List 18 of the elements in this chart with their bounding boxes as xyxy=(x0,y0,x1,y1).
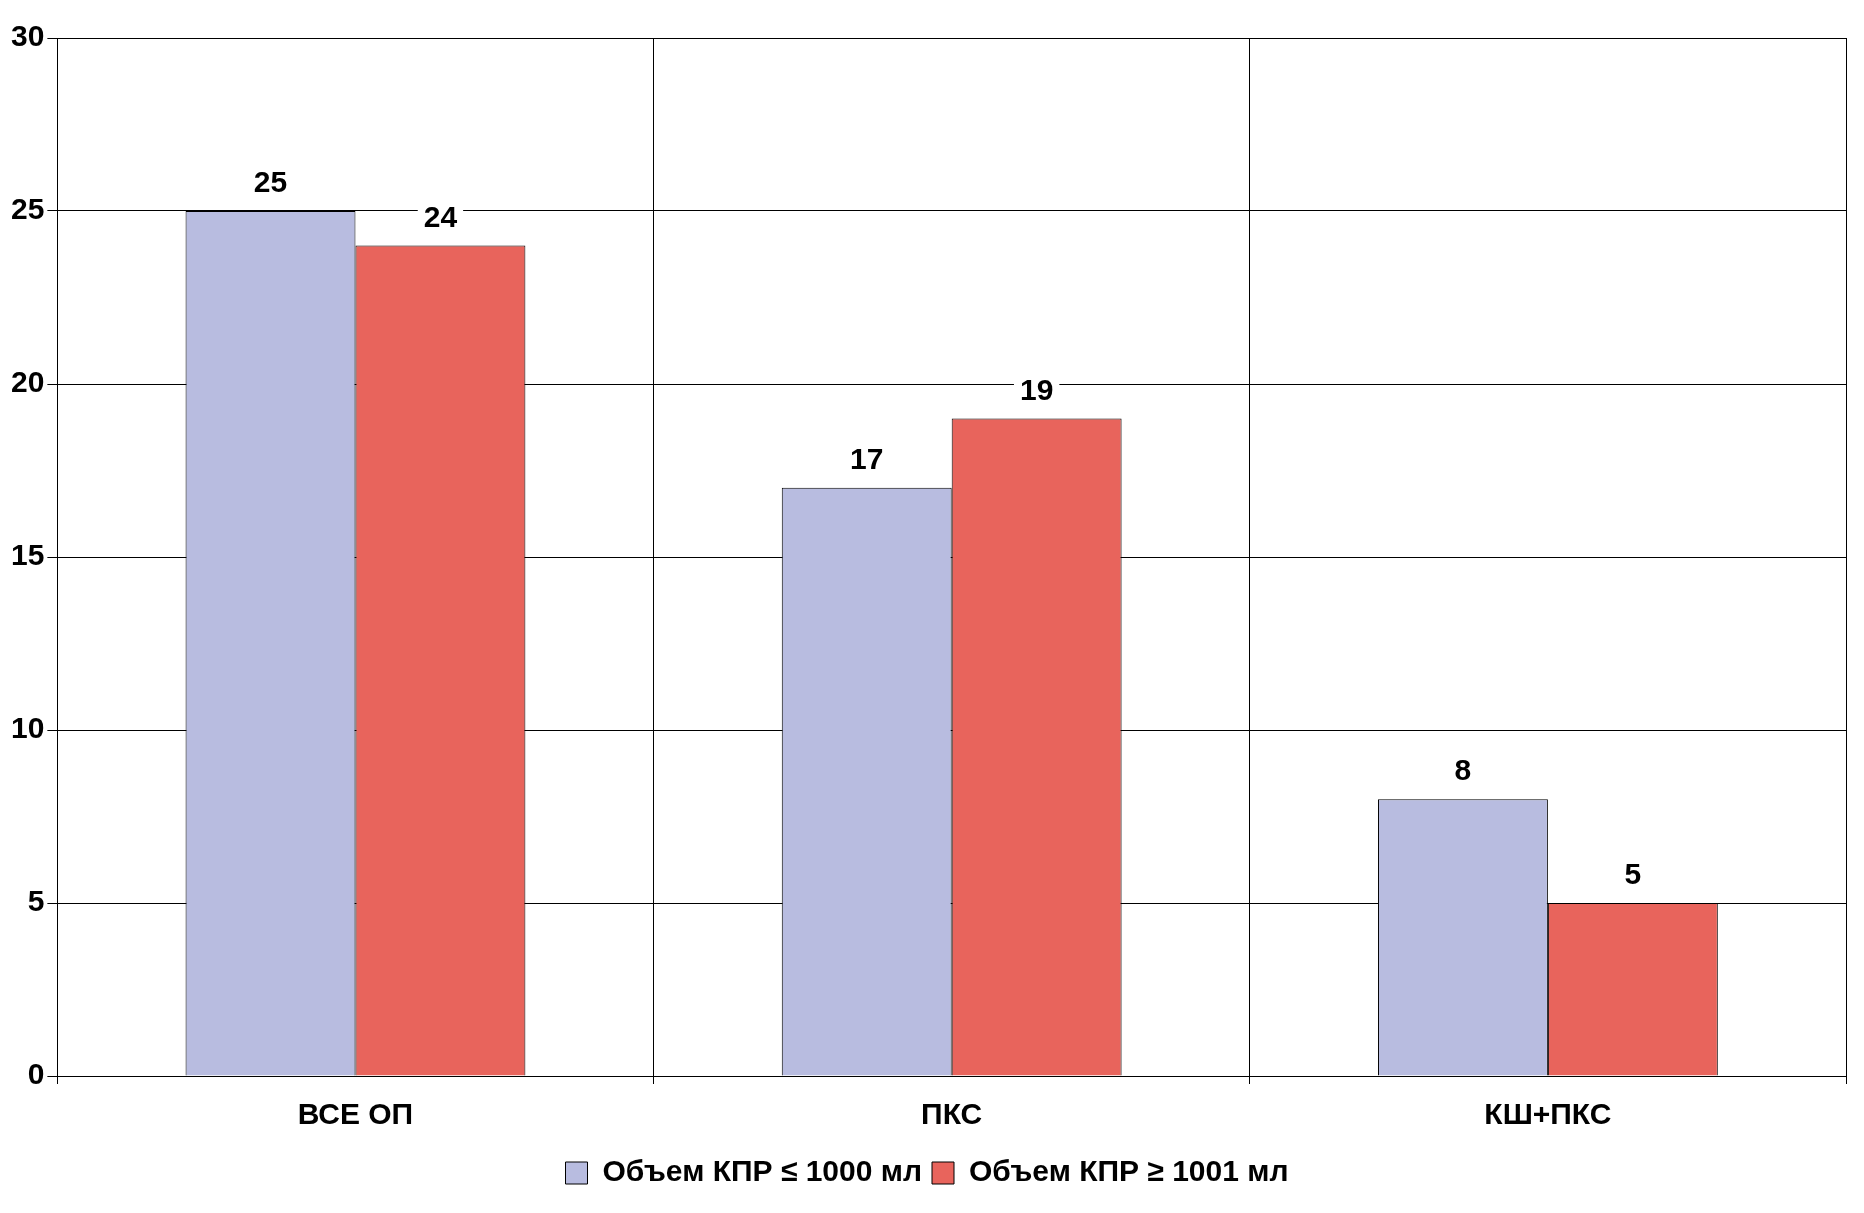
x-tick-label: КШ+ПКС xyxy=(1484,1097,1612,1131)
legend-label: Объем КПР ≤ 1000 мл xyxy=(602,1154,922,1188)
data-label: 8 xyxy=(1454,753,1472,787)
y-tick-label: 25 xyxy=(10,192,45,226)
y-tick-label: 0 xyxy=(27,1057,45,1091)
y-tick-label: 30 xyxy=(10,19,45,53)
data-label: 17 xyxy=(850,442,884,476)
x-tick-label: ВСЕ ОП xyxy=(297,1097,414,1131)
data-label: 24 xyxy=(423,199,458,233)
y-tick-label: 5 xyxy=(27,884,45,918)
data-label: 25 xyxy=(253,165,288,199)
legend-label: Объем КПР ≥ 1001 мл xyxy=(969,1154,1289,1188)
y-tick-label: 20 xyxy=(10,365,45,399)
data-label: 5 xyxy=(1624,857,1642,891)
x-tick-label: ПКС xyxy=(921,1097,983,1131)
y-tick-label: 15 xyxy=(10,538,45,572)
y-tick-label: 10 xyxy=(10,711,45,745)
data-label: 19 xyxy=(1019,372,1054,406)
